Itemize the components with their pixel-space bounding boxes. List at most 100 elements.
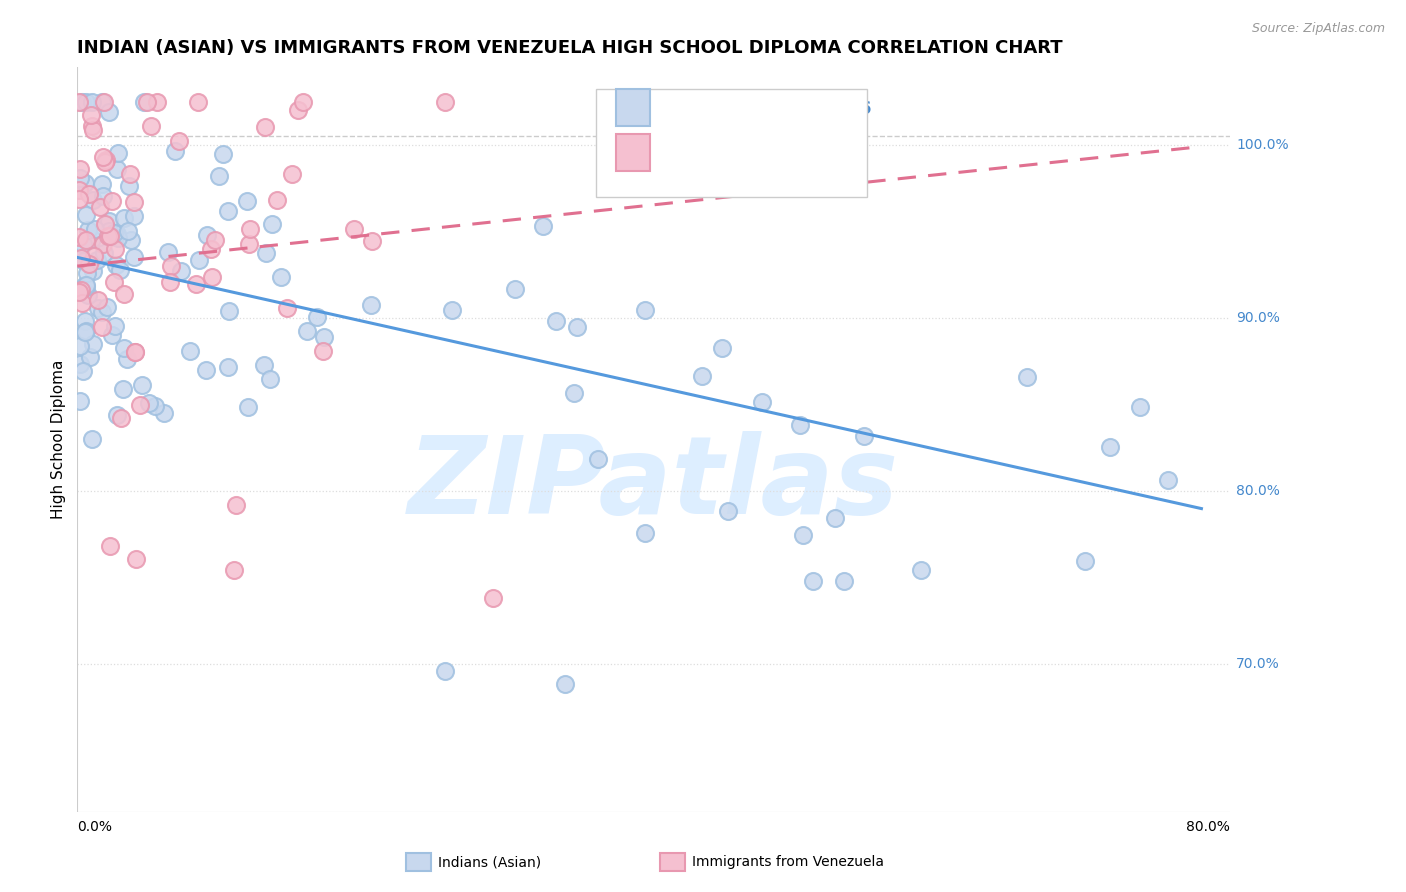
Point <box>83 249 105 263</box>
Bar <box>616 89 651 127</box>
Point <box>295 324 318 338</box>
Point <box>138 396 160 410</box>
Bar <box>616 134 651 171</box>
Point <box>115 351 138 366</box>
Point <box>125 552 148 566</box>
Point <box>98 105 121 120</box>
Point <box>204 233 226 247</box>
Point <box>69 339 91 353</box>
Text: Immigrants from Venezuela: Immigrants from Venezuela <box>692 855 884 870</box>
Point <box>75 208 97 222</box>
Point <box>101 194 124 208</box>
Point <box>132 95 155 109</box>
Point <box>72 364 94 378</box>
Point <box>82 193 104 207</box>
Point <box>253 358 276 372</box>
Point <box>124 345 146 359</box>
Point <box>270 270 292 285</box>
Point <box>128 398 150 412</box>
Point <box>82 232 104 246</box>
Point <box>104 319 127 334</box>
Point <box>86 252 108 267</box>
Point <box>96 301 118 315</box>
Point <box>67 285 90 299</box>
Point <box>110 411 132 425</box>
Point <box>586 452 609 467</box>
Point <box>86 301 108 315</box>
Point <box>69 393 91 408</box>
Point <box>187 95 209 109</box>
Point <box>440 302 463 317</box>
Point <box>89 200 111 214</box>
Point <box>76 266 98 280</box>
Point <box>562 386 585 401</box>
Point <box>100 328 122 343</box>
Point <box>76 287 98 301</box>
Point <box>87 293 110 308</box>
Point <box>197 227 219 242</box>
Point <box>633 525 655 540</box>
Point <box>254 245 277 260</box>
Point <box>97 224 120 238</box>
Point <box>554 677 576 691</box>
Point <box>1074 553 1097 567</box>
Point <box>170 263 193 277</box>
Point <box>75 233 97 247</box>
Point <box>1015 370 1038 384</box>
Point <box>852 428 875 442</box>
Point <box>225 498 247 512</box>
Point <box>82 119 104 133</box>
Point <box>94 155 117 169</box>
Point <box>80 95 103 109</box>
Point <box>789 417 811 432</box>
Point <box>312 343 335 358</box>
Point <box>120 233 142 247</box>
Point <box>276 301 298 316</box>
Point <box>112 286 135 301</box>
Point <box>69 245 91 260</box>
Point <box>143 399 166 413</box>
Point <box>208 169 231 183</box>
Text: 80.0%: 80.0% <box>1187 821 1230 834</box>
Point <box>67 183 90 197</box>
Text: INDIAN (ASIAN) VS IMMIGRANTS FROM VENEZUELA HIGH SCHOOL DIPLOMA CORRELATION CHAR: INDIAN (ASIAN) VS IMMIGRANTS FROM VENEZU… <box>77 39 1063 57</box>
Text: -0.305: -0.305 <box>710 101 775 119</box>
Text: 70.0%: 70.0% <box>1236 657 1279 672</box>
Point <box>122 250 145 264</box>
Point <box>103 226 125 240</box>
Point <box>98 539 121 553</box>
Point <box>236 194 259 209</box>
Point <box>80 107 103 121</box>
Text: 65: 65 <box>835 145 860 163</box>
Point <box>91 237 114 252</box>
Point <box>69 283 91 297</box>
Point <box>910 563 932 577</box>
Point <box>1099 440 1122 454</box>
Point <box>105 227 128 241</box>
Point <box>105 258 128 272</box>
Bar <box>659 853 685 871</box>
Point <box>287 103 309 118</box>
Text: 0.230: 0.230 <box>710 145 773 163</box>
Point <box>160 259 183 273</box>
Point <box>69 170 91 185</box>
Point <box>75 278 97 293</box>
Point <box>153 406 176 420</box>
Point <box>218 304 240 318</box>
Point <box>236 400 259 414</box>
Point <box>83 221 105 235</box>
Point <box>239 222 262 236</box>
Point <box>717 504 740 518</box>
Point <box>93 217 115 231</box>
Point <box>75 324 97 338</box>
Point <box>110 263 132 277</box>
Point <box>120 167 142 181</box>
Bar <box>406 853 432 871</box>
Point <box>77 186 100 201</box>
Point <box>1157 473 1180 487</box>
Text: N =: N = <box>789 101 828 119</box>
Point <box>531 219 554 233</box>
Point <box>253 120 276 134</box>
Point <box>834 574 856 588</box>
Point <box>69 251 91 265</box>
